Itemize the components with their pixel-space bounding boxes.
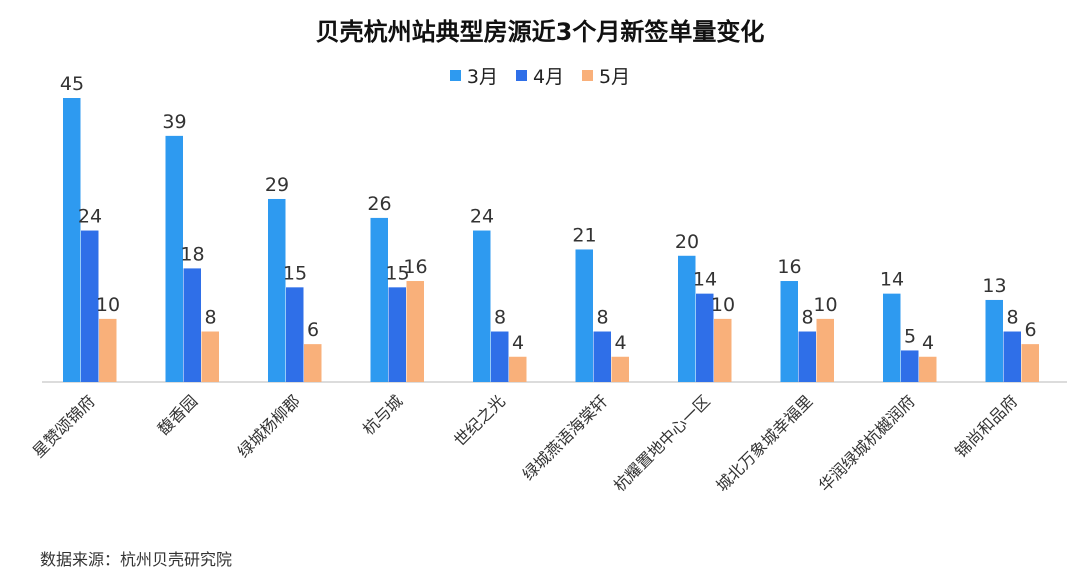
data-label: 24 [78,206,102,228]
bar [985,299,1003,382]
legend-item-may: 5月 [582,62,630,89]
data-label: 4 [922,332,934,354]
data-label: 14 [693,269,717,291]
category-label: 城北万象城幸福里 [712,391,816,495]
chart-title: 贝壳杭州站典型房源近3个月新签单量变化 [315,18,765,46]
data-label: 16 [403,256,427,278]
data-label: 8 [801,307,813,329]
data-label: 18 [180,243,204,265]
data-label: 24 [470,206,494,228]
bar [593,331,611,382]
bar [780,281,798,382]
category-label: 绿城燕语海棠轩 [519,391,612,484]
legend: 3月 4月 5月 [0,62,1080,89]
data-label: 14 [880,269,904,291]
bar [919,356,937,382]
bar [696,293,714,382]
bar [611,356,629,382]
bar-chart: 452410星赞颂锦府39188馥香园29156绿城杨柳郡261516杭与城24… [29,73,1067,495]
data-label: 4 [614,332,626,354]
category-label: 杭耀置地中心一区 [610,391,714,495]
data-label: 6 [1024,319,1036,341]
legend-item-march: 3月 [449,62,498,89]
bar [714,318,732,382]
source-note: 数据来源：杭州贝壳研究院 [40,550,233,569]
bar [491,331,509,382]
category-label: 馥香园 [154,391,201,438]
legend-swatch-april [515,70,527,81]
data-label: 8 [1006,307,1018,329]
bar [883,293,901,382]
bar [816,318,834,382]
bar [81,230,99,382]
bar [575,249,593,382]
bar [901,350,919,382]
data-label: 21 [572,224,596,246]
data-label: 45 [60,73,84,95]
category-label: 星赞颂锦府 [29,391,99,461]
data-label: 6 [307,319,319,341]
data-label: 10 [813,294,837,316]
data-label: 20 [675,231,699,253]
category-label: 世纪之光 [450,391,509,450]
legend-label-may: 5月 [599,66,631,88]
data-label: 4 [512,332,524,354]
data-label: 5 [904,325,916,347]
data-label: 10 [711,294,735,316]
legend-label-april: 4月 [532,66,565,88]
data-label: 8 [596,307,608,329]
category-label: 华润绿城杭樾润府 [815,391,919,495]
data-label: 39 [162,111,186,133]
data-label: 16 [777,256,801,278]
data-label: 26 [367,193,391,215]
bar [99,318,117,382]
bar [165,135,183,382]
bar [183,268,201,382]
category-label: 绿城杨柳郡 [234,391,304,461]
bar [370,217,388,382]
data-label: 10 [96,294,120,316]
bar [406,281,424,382]
data-label: 13 [982,275,1006,297]
legend-swatch-may [582,70,594,81]
data-label: 8 [494,307,506,329]
bar [1021,344,1039,382]
bar [1003,331,1021,382]
bar [286,287,304,382]
data-label: 15 [283,262,307,284]
bar [678,255,696,382]
bar [304,344,322,382]
bar [473,230,491,382]
data-label: 29 [265,174,289,196]
bar [509,356,527,382]
category-label: 锦尚和品府 [951,391,1021,461]
category-label: 杭与城 [359,391,406,438]
bar [798,331,816,382]
bar [201,331,219,382]
legend-swatch-march [449,70,461,81]
data-label: 8 [204,307,216,329]
bar [63,98,81,382]
bar [268,198,286,382]
legend-label-march: 3月 [466,66,498,88]
legend-item-april: 4月 [515,62,565,89]
bar [388,287,406,382]
data-label: 15 [385,262,409,284]
